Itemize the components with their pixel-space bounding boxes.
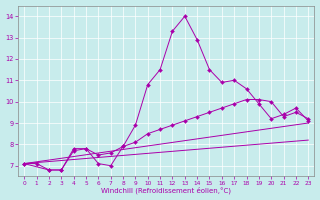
- X-axis label: Windchill (Refroidissement éolien,°C): Windchill (Refroidissement éolien,°C): [101, 187, 231, 194]
